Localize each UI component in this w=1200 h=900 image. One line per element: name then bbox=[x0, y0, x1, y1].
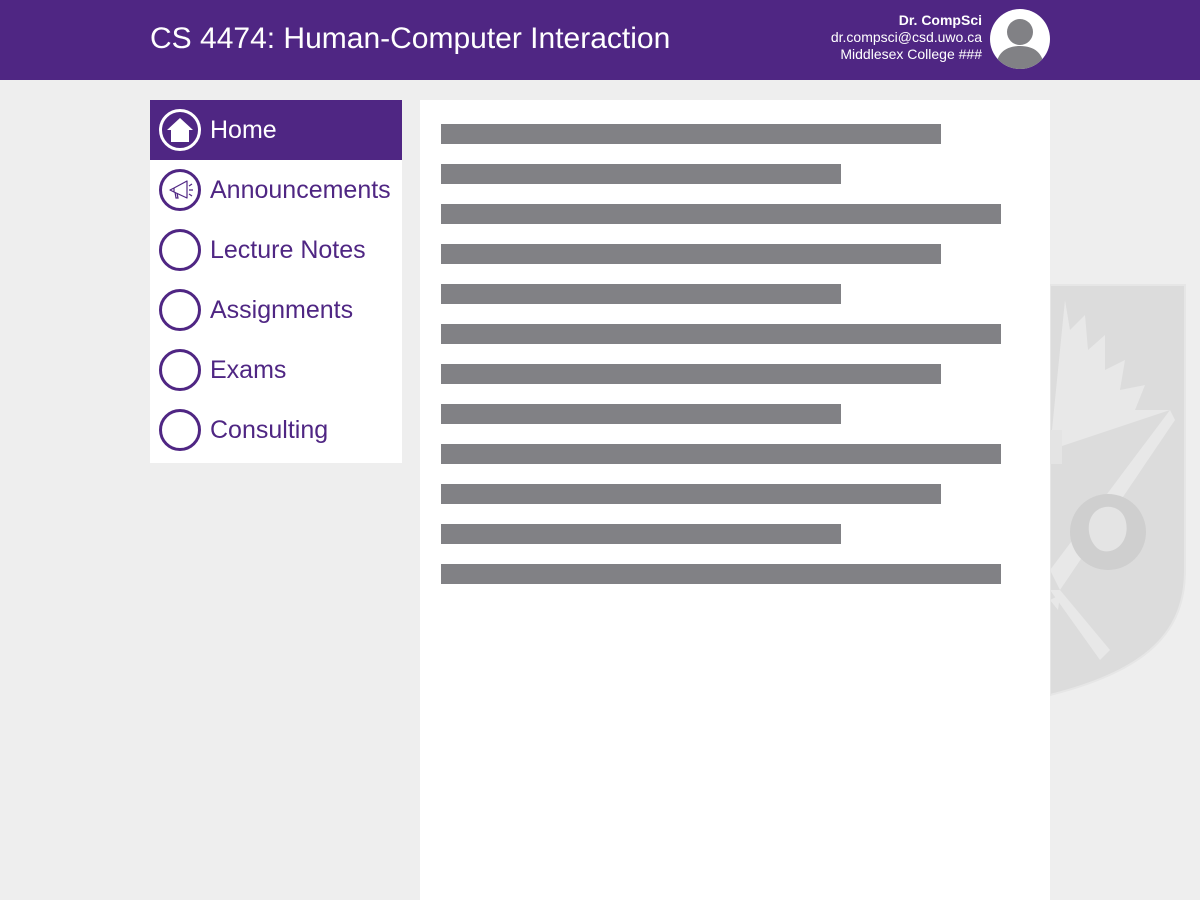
circle-icon bbox=[159, 409, 201, 451]
placeholder-text-line bbox=[441, 364, 941, 384]
instructor-email[interactable]: dr.compsci@csd.uwo.ca bbox=[830, 29, 982, 45]
placeholder-text-line bbox=[441, 284, 841, 304]
circle-icon bbox=[159, 229, 201, 271]
sidebar-item-label: Exams bbox=[210, 356, 287, 384]
avatar[interactable] bbox=[990, 9, 1050, 69]
sidebar-item-label: Assignments bbox=[210, 296, 354, 324]
university-crest-watermark bbox=[1030, 270, 1190, 700]
sidebar-item-label: Home bbox=[210, 116, 277, 144]
sidebar-item-announcements[interactable]: Announcements bbox=[150, 160, 402, 220]
user-silhouette-icon bbox=[996, 19, 1044, 69]
placeholder-text-line bbox=[441, 404, 841, 424]
sidebar-item-label: Consulting bbox=[210, 416, 329, 444]
home-icon bbox=[159, 109, 201, 151]
instructor-info: Dr. CompSci dr.compsci@csd.uwo.ca Middle… bbox=[831, 12, 982, 63]
placeholder-text-line bbox=[441, 484, 941, 504]
circle-icon bbox=[159, 349, 201, 391]
sidebar-item-lecture-notes[interactable]: Lecture Notes bbox=[150, 220, 402, 280]
circle-icon bbox=[159, 289, 201, 331]
placeholder-text-line bbox=[441, 324, 1001, 344]
top-header-bar: CS 4474: Human-Computer Interaction Dr. … bbox=[0, 0, 1200, 80]
placeholder-text-line bbox=[441, 524, 841, 544]
page-title: CS 4474: Human-Computer Interaction bbox=[150, 22, 671, 55]
sidebar-item-label: Lecture Notes bbox=[210, 236, 366, 264]
placeholder-text-line bbox=[441, 444, 1001, 464]
sidebar-item-label: Announcements bbox=[210, 176, 391, 204]
instructor-name: Dr. CompSci bbox=[898, 12, 982, 28]
main-content-panel bbox=[420, 100, 1050, 900]
placeholder-text-line bbox=[441, 124, 941, 144]
placeholder-text-line bbox=[441, 204, 1001, 224]
sidebar-item-exams[interactable]: Exams bbox=[150, 340, 402, 400]
placeholder-text-line bbox=[441, 164, 841, 184]
instructor-office: Middlesex College ### bbox=[840, 46, 982, 62]
sidebar-item-consulting[interactable]: Consulting bbox=[150, 400, 402, 460]
sidebar-nav: Home Announcements Lecture Notes Assignm… bbox=[150, 100, 402, 463]
megaphone-icon bbox=[159, 169, 201, 211]
placeholder-text-line bbox=[441, 244, 941, 264]
placeholder-text-line bbox=[441, 564, 1001, 584]
sidebar-item-home[interactable]: Home bbox=[150, 100, 402, 160]
sidebar-item-assignments[interactable]: Assignments bbox=[150, 280, 402, 340]
